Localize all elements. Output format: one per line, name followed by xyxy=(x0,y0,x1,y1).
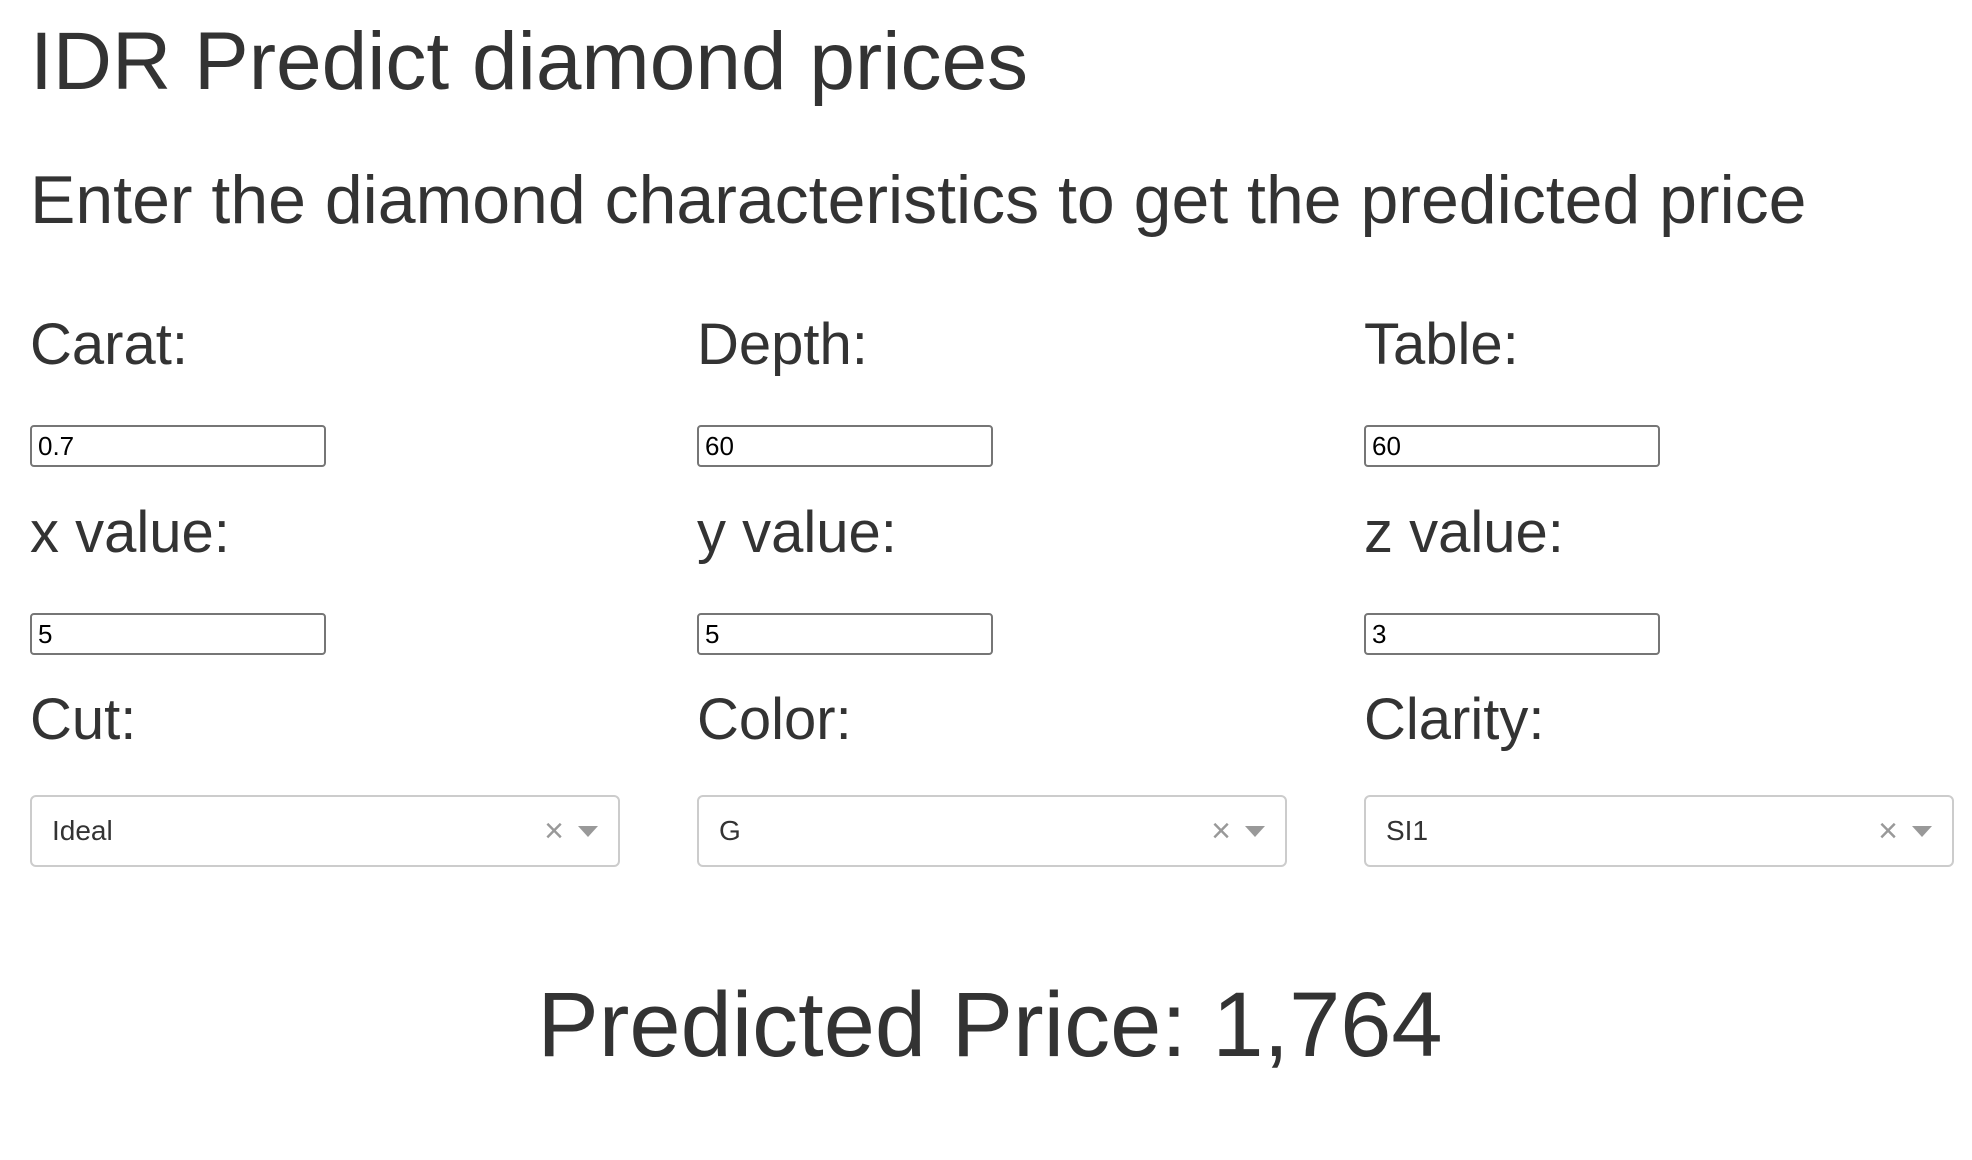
color-selected-value: G xyxy=(719,815,741,846)
z-value-field: z value: xyxy=(1364,498,1972,655)
x-value-label: x value: xyxy=(30,500,230,565)
depth-field: Depth: xyxy=(697,310,1337,467)
depth-label: Depth: xyxy=(697,312,868,377)
y-value-field: y value: xyxy=(697,498,1337,655)
diamond-price-app: IDR Predict diamond prices Enter the dia… xyxy=(30,0,1954,1160)
depth-input[interactable] xyxy=(697,425,993,467)
predicted-price-output: Predicted Price: 1,764 xyxy=(537,974,1443,1076)
y-value-input[interactable] xyxy=(697,613,993,655)
color-select[interactable]: G × xyxy=(697,795,1287,867)
page-title: IDR Predict diamond prices xyxy=(30,16,1029,107)
clarity-clear-icon[interactable]: × xyxy=(1878,812,1898,850)
cut-select[interactable]: Ideal × xyxy=(30,795,620,867)
page-subtitle: Enter the diamond characteristics to get… xyxy=(30,162,1807,238)
clarity-select[interactable]: SI1 × xyxy=(1364,795,1954,867)
x-value-field: x value: xyxy=(30,498,670,655)
cut-caret-down-icon[interactable] xyxy=(578,826,598,837)
color-field: Color: G × xyxy=(697,685,1337,867)
color-label: Color: xyxy=(697,687,852,752)
carat-label: Carat: xyxy=(30,312,188,377)
clarity-label: Clarity: xyxy=(1364,687,1545,752)
color-caret-down-icon[interactable] xyxy=(1245,826,1265,837)
clarity-caret-down-icon[interactable] xyxy=(1912,826,1932,837)
carat-field: Carat: xyxy=(30,310,670,467)
clarity-field: Clarity: SI1 × xyxy=(1364,685,1972,867)
clarity-selected-value: SI1 xyxy=(1386,815,1429,846)
cut-selected-value: Ideal xyxy=(52,815,113,846)
z-value-input[interactable] xyxy=(1364,613,1660,655)
cut-clear-icon[interactable]: × xyxy=(544,812,564,850)
z-value-label: z value: xyxy=(1364,500,1564,565)
table-label: Table: xyxy=(1364,312,1519,377)
cut-field: Cut: Ideal × xyxy=(30,685,670,867)
y-value-label: y value: xyxy=(697,500,897,565)
x-value-input[interactable] xyxy=(30,613,326,655)
carat-input[interactable] xyxy=(30,425,326,467)
table-input[interactable] xyxy=(1364,425,1660,467)
table-field: Table: xyxy=(1364,310,1972,467)
cut-label: Cut: xyxy=(30,687,137,752)
color-clear-icon[interactable]: × xyxy=(1211,812,1231,850)
